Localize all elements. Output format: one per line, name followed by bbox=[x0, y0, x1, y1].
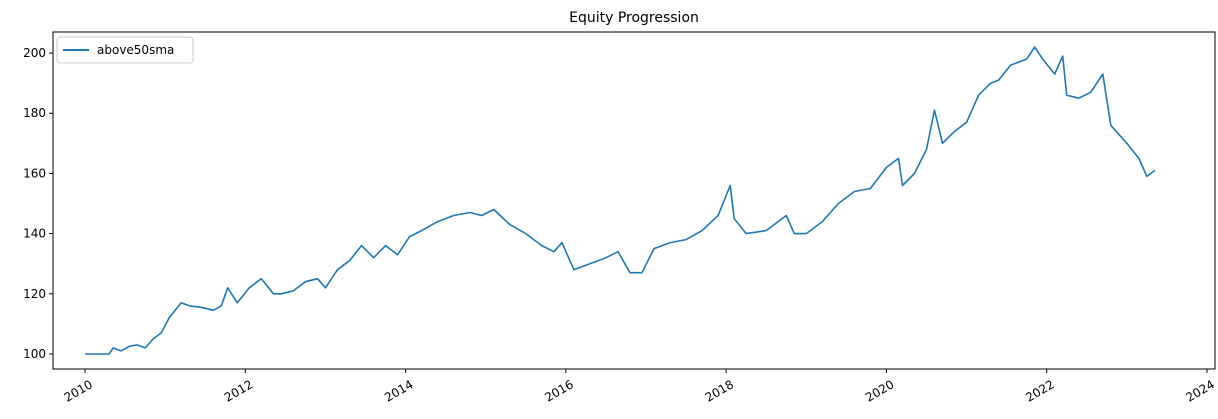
y-tick-label: 140 bbox=[23, 227, 46, 241]
series-layer bbox=[85, 46, 1156, 355]
series-line-above50sma bbox=[85, 46, 1156, 355]
x-tick-label: 2014 bbox=[382, 377, 415, 404]
legend: above50sma bbox=[56, 36, 194, 64]
plot-frame bbox=[52, 31, 1216, 370]
y-axis: 100 120 140 160 180 200 bbox=[23, 46, 53, 361]
y-tick-label: 120 bbox=[23, 287, 46, 301]
legend-label: above50sma bbox=[97, 43, 174, 57]
x-tick-label: 2024 bbox=[1184, 377, 1217, 404]
y-tick-label: 180 bbox=[23, 106, 46, 120]
x-tick-label: 2018 bbox=[703, 377, 736, 404]
legend-box bbox=[56, 36, 194, 64]
y-tick-label: 160 bbox=[23, 166, 46, 180]
x-axis: 2010 2012 2014 2016 2018 2020 2022 2024 bbox=[62, 369, 1217, 405]
y-tick-label: 100 bbox=[23, 347, 46, 361]
x-tick-label: 2010 bbox=[62, 377, 95, 404]
x-tick-label: 2016 bbox=[542, 377, 575, 404]
x-tick-label: 2020 bbox=[863, 377, 896, 404]
y-tick-label: 200 bbox=[23, 46, 46, 60]
chart-title: Equity Progression bbox=[569, 10, 699, 26]
x-tick-label: 2022 bbox=[1023, 377, 1056, 404]
x-tick-label: 2012 bbox=[222, 377, 255, 404]
